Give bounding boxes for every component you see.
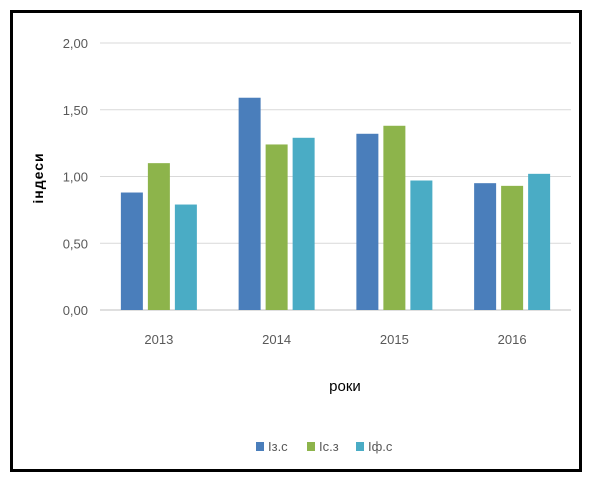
x-axis-title: роки: [329, 378, 361, 395]
bar: [265, 144, 288, 310]
y-tick-label: 0,00: [63, 303, 88, 318]
bar: [410, 180, 433, 310]
x-tick-label: 2014: [262, 332, 291, 347]
chart-frame: 0,00 0,50 1,00 1,50 2,00 2013 2014 2015 2016 ін…: [10, 10, 582, 472]
bar: [528, 173, 551, 310]
bar: [147, 163, 170, 310]
bar: [383, 125, 406, 311]
legend-swatch: [307, 442, 315, 451]
x-tick-label: 2013: [144, 332, 173, 347]
bar: [120, 192, 143, 310]
x-tick-label: 2016: [498, 332, 527, 347]
bars: [120, 97, 551, 311]
bar: [474, 183, 497, 310]
y-axis-title: індеси: [30, 152, 46, 203]
gridlines: [100, 42, 571, 311]
bar-chart: 0,00 0,50 1,00 1,50 2,00 2013 2014 2015 2016 ін…: [30, 36, 571, 454]
bar: [501, 185, 524, 310]
x-tick-label: 2015: [380, 332, 409, 347]
y-tick-label: 1,50: [63, 103, 88, 118]
x-tick-labels: 2013 2014 2015 2016: [144, 332, 526, 347]
legend-label: Іф.с: [368, 439, 393, 454]
legend-swatch: [356, 442, 364, 451]
bar: [292, 137, 315, 310]
bar: [174, 204, 197, 310]
bar: [238, 97, 261, 310]
y-tick-label: 1,00: [63, 170, 88, 185]
y-tick-labels: 0,00 0,50 1,00 1,50 2,00: [63, 36, 88, 318]
legend: Із.с Іс.з Іф.с: [256, 439, 393, 454]
legend-label: Із.с: [268, 439, 288, 454]
y-tick-label: 0,50: [63, 236, 88, 251]
y-tick-label: 2,00: [63, 36, 88, 51]
legend-label: Іс.з: [319, 439, 339, 454]
bar: [356, 133, 379, 310]
legend-swatch: [256, 442, 264, 451]
